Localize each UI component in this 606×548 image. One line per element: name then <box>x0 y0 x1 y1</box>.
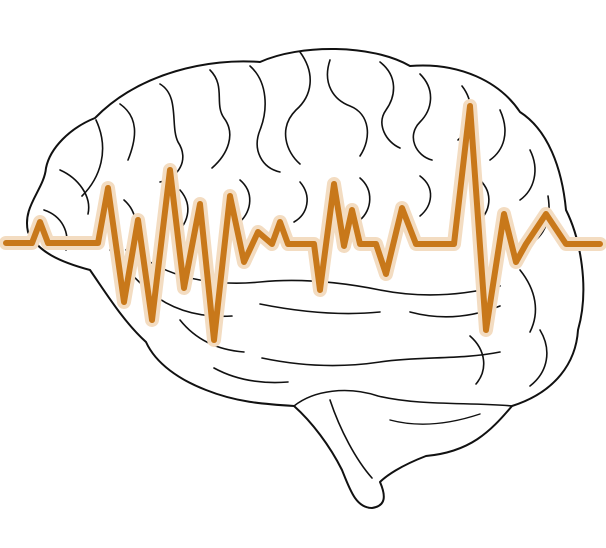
cerebellum-fold <box>389 413 481 425</box>
pulse-wave-icon <box>3 103 603 343</box>
brain-outline <box>25 47 585 509</box>
cerebellum-outline <box>293 389 513 407</box>
brain-stem-line <box>329 399 373 479</box>
